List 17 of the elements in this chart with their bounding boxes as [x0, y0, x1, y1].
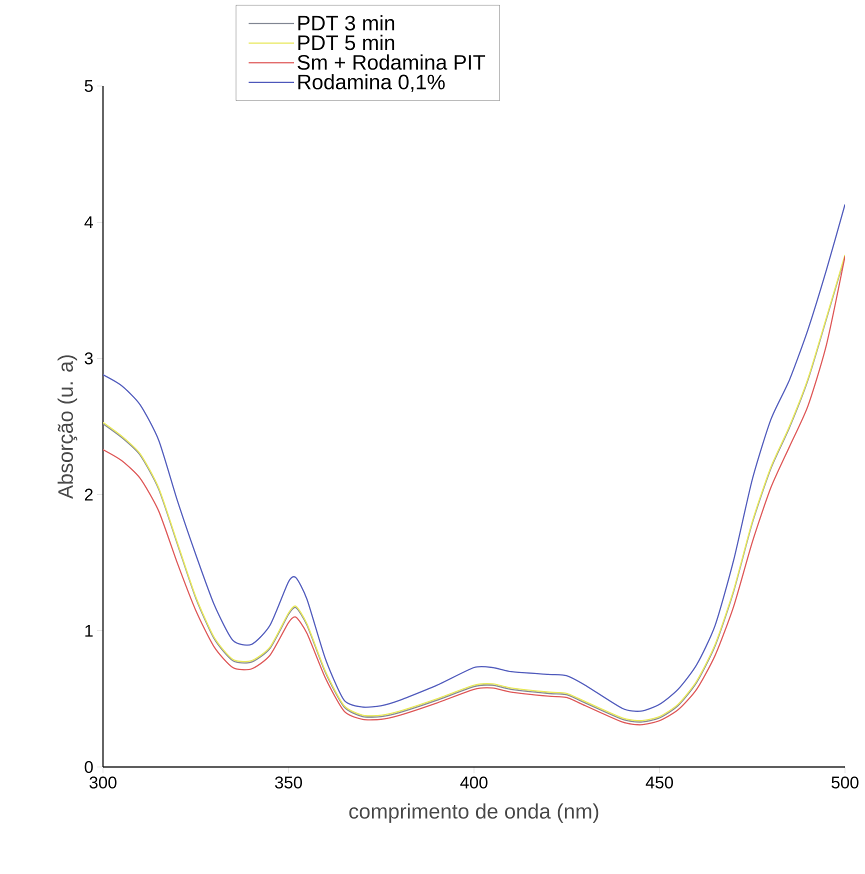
- x-tick-label: 450: [646, 776, 673, 789]
- x-tick-label: 400: [460, 776, 488, 789]
- y-tick-label: 3: [84, 352, 93, 364]
- x-axis-title: comprimento de onda (nm): [349, 803, 598, 823]
- y-tick-label: 1: [85, 624, 93, 637]
- y-axis-title: Absorção (u. a): [58, 355, 78, 499]
- legend-label: Rodamina 0,1%: [298, 74, 445, 92]
- x-tick-label: 500: [832, 776, 858, 789]
- legend-label: Sm + Rodamina PIT: [298, 54, 486, 70]
- legend-label: PDT 3 min: [298, 15, 394, 31]
- y-tick-label: 0: [84, 760, 93, 773]
- y-tick-label: 5: [84, 80, 93, 92]
- x-tick-label: 350: [275, 776, 302, 789]
- x-tick-label: 300: [90, 776, 116, 789]
- y-tick-label: 4: [84, 216, 93, 228]
- legend-label: PDT 5 min: [298, 34, 394, 50]
- y-tick-label: 2: [84, 488, 93, 501]
